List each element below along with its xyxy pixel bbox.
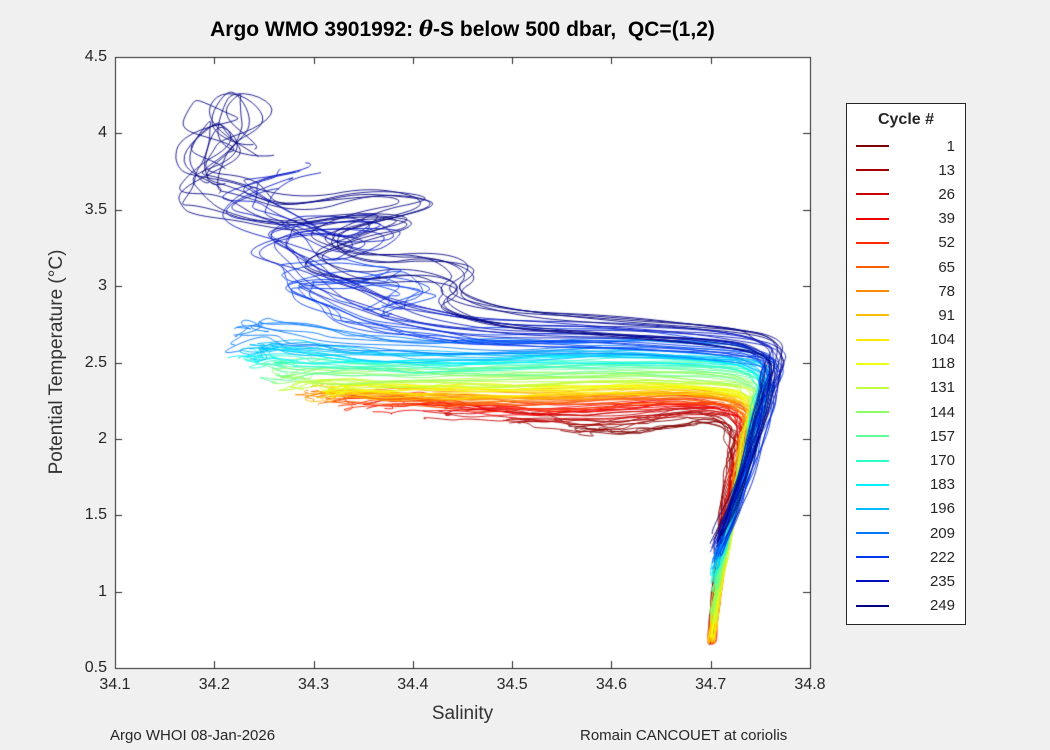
legend-line-sample bbox=[856, 145, 889, 148]
legend-entry-label: 170 bbox=[929, 452, 955, 470]
x-tick-label: 34.4 bbox=[397, 676, 429, 693]
chart-title: Argo WMO 3901992: θ-S below 500 dbar, QC… bbox=[115, 16, 810, 42]
legend-entry: 235 bbox=[847, 569, 965, 593]
legend-entry-label: 52 bbox=[938, 234, 955, 252]
x-tick-label: 34.7 bbox=[695, 676, 727, 693]
legend-entry-label: 183 bbox=[929, 476, 955, 494]
x-tick-label: 34.2 bbox=[198, 676, 230, 693]
legend-line-sample bbox=[856, 193, 889, 196]
x-axis-label: Salinity bbox=[431, 703, 494, 724]
legend-entry-label: 91 bbox=[938, 306, 955, 324]
legend-line-sample bbox=[856, 266, 889, 269]
x-tick-label: 34.3 bbox=[297, 676, 330, 693]
y-tick-label: 0.5 bbox=[84, 659, 107, 676]
legend-entry: 183 bbox=[847, 473, 965, 497]
title-text-prefix: Argo WMO 3901992: bbox=[210, 18, 420, 41]
legend-box[interactable]: Cycle # 1 13 26 39 52 65 78 91 104 118 131 144 157 17… bbox=[846, 103, 966, 625]
x-tick-label: 34.6 bbox=[595, 676, 627, 693]
y-tick-label: 4 bbox=[98, 124, 107, 142]
legend-entry: 222 bbox=[847, 545, 965, 569]
legend-entry-label: 65 bbox=[938, 258, 955, 276]
legend-entry: 39 bbox=[847, 207, 965, 231]
legend-entry-label: 157 bbox=[929, 427, 955, 445]
legend-entry-label: 209 bbox=[929, 524, 955, 542]
y-tick-label: 1.5 bbox=[84, 506, 107, 524]
legend-line-sample bbox=[856, 435, 889, 438]
legend-line-sample bbox=[856, 604, 889, 607]
y-tick-label: 3.5 bbox=[84, 200, 107, 218]
legend-line-sample bbox=[856, 241, 889, 244]
legend-line-sample bbox=[856, 532, 889, 535]
legend-entry: 157 bbox=[847, 424, 965, 448]
y-tick-label: 2.5 bbox=[84, 353, 107, 371]
legend-line-sample bbox=[856, 556, 889, 559]
legend-entry-label: 39 bbox=[938, 210, 955, 228]
legend-entries: 1 13 26 39 52 65 78 91 104 118 131 144 157 170 183 196 2… bbox=[847, 134, 965, 618]
legend-line-sample bbox=[856, 169, 889, 172]
footer-right-text: Romain CANCOUET at coriolis bbox=[580, 727, 788, 744]
title-theta-symbol: θ bbox=[419, 16, 434, 41]
legend-entry-label: 131 bbox=[929, 379, 955, 397]
legend-entry-label: 26 bbox=[938, 185, 955, 203]
legend-line-sample bbox=[856, 338, 889, 341]
legend-entry-label: 78 bbox=[938, 282, 955, 300]
legend-line-sample bbox=[856, 362, 889, 365]
legend-entry: 249 bbox=[847, 594, 965, 618]
legend-entry: 118 bbox=[847, 352, 965, 376]
legend-entry: 1 bbox=[847, 134, 965, 158]
legend-entry: 13 bbox=[847, 158, 965, 182]
legend-line-sample bbox=[856, 290, 889, 293]
title-text-suffix: -S below 500 dbar, QC=(1,2) bbox=[433, 18, 715, 41]
legend-entry-label: 144 bbox=[929, 403, 955, 421]
legend-entry: 209 bbox=[847, 521, 965, 545]
legend-entry: 65 bbox=[847, 255, 965, 279]
legend-line-sample bbox=[856, 411, 889, 414]
legend-line-sample bbox=[856, 507, 889, 510]
legend-entry: 52 bbox=[847, 231, 965, 255]
legend-entry-label: 249 bbox=[929, 597, 955, 615]
legend-line-sample bbox=[856, 217, 889, 220]
legend-line-sample bbox=[856, 386, 889, 389]
legend-entry: 78 bbox=[847, 279, 965, 303]
legend-line-sample bbox=[856, 459, 889, 462]
legend-entry: 131 bbox=[847, 376, 965, 400]
legend-line-sample bbox=[856, 483, 889, 486]
legend-entry-label: 235 bbox=[929, 572, 955, 590]
x-tick-label: 34.1 bbox=[99, 676, 131, 693]
legend-entry-label: 104 bbox=[929, 331, 955, 349]
legend-entry-label: 222 bbox=[929, 548, 955, 566]
legend-entry: 26 bbox=[847, 182, 965, 206]
legend-entry: 104 bbox=[847, 328, 965, 352]
y-tick-label: 2 bbox=[98, 429, 107, 447]
y-tick-label: 3 bbox=[98, 277, 107, 295]
legend-line-sample bbox=[856, 314, 889, 317]
legend-entry: 196 bbox=[847, 497, 965, 521]
legend-entry-label: 196 bbox=[929, 500, 955, 518]
legend-entry-label: 1 bbox=[946, 137, 955, 155]
y-tick-label: 4.5 bbox=[84, 48, 107, 65]
legend-line-sample bbox=[856, 580, 889, 583]
x-tick-label: 34.5 bbox=[496, 676, 528, 693]
legend-entry-label: 118 bbox=[931, 355, 955, 373]
legend-title: Cycle # bbox=[877, 111, 935, 128]
legend-entry: 144 bbox=[847, 400, 965, 424]
x-tick-label: 34.8 bbox=[794, 676, 826, 693]
legend-entry-label: 13 bbox=[938, 161, 955, 179]
footer-left-text: Argo WHOI 08-Jan-2026 bbox=[110, 727, 276, 744]
legend-entry: 91 bbox=[847, 303, 965, 327]
legend-entry: 170 bbox=[847, 448, 965, 472]
y-tick-label: 1 bbox=[98, 582, 107, 600]
